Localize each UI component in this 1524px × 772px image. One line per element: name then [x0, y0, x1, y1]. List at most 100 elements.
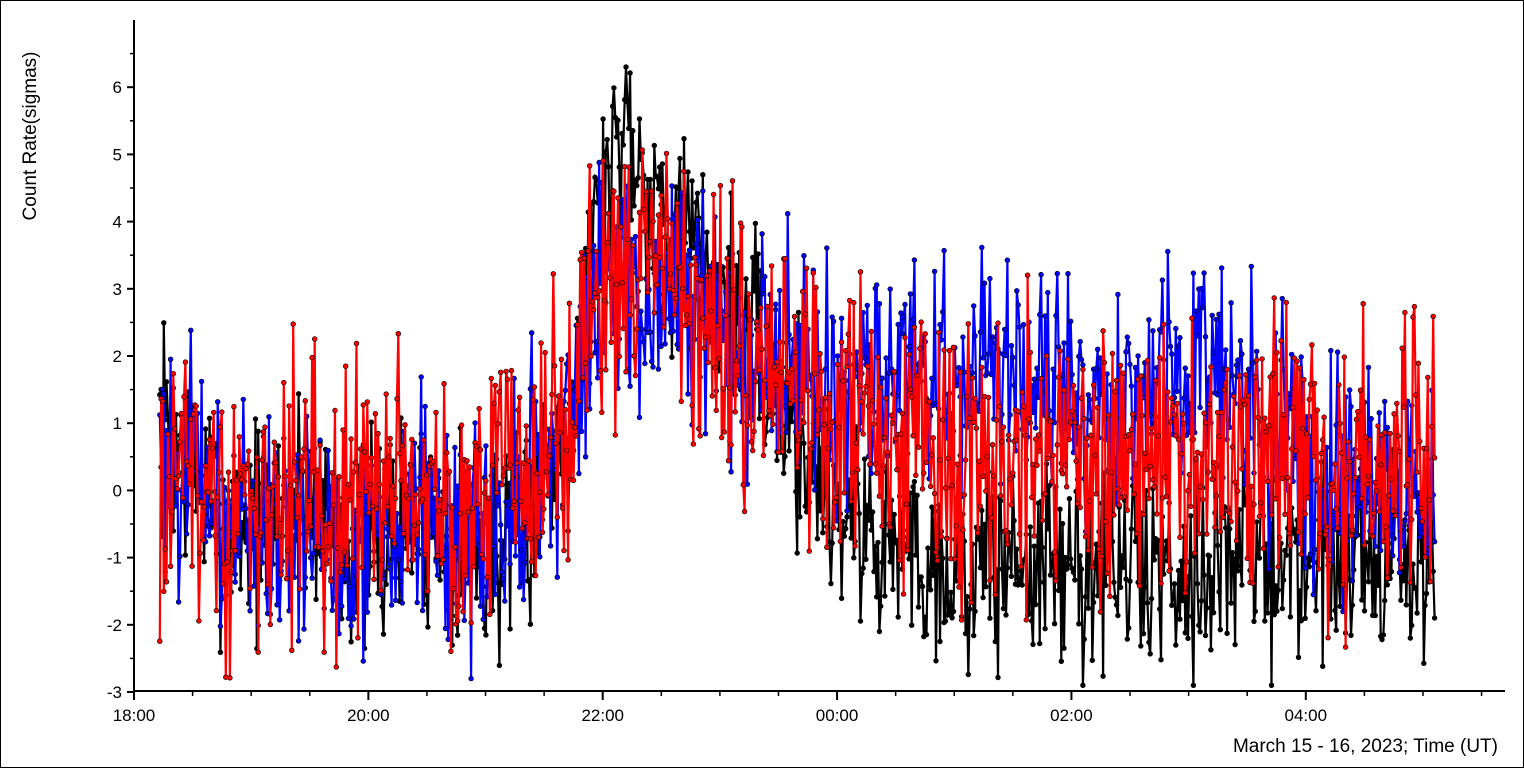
data-point [970, 303, 977, 309]
data-point [481, 490, 488, 496]
data-point [694, 217, 701, 223]
data-point [1295, 529, 1302, 535]
data-point [236, 553, 243, 560]
data-point [418, 374, 424, 380]
data-point [518, 498, 524, 504]
data-point [180, 495, 186, 501]
data-point [1124, 334, 1131, 340]
data-point [939, 417, 946, 423]
data-point [219, 409, 225, 415]
data-point [543, 469, 550, 475]
data-point [202, 463, 209, 469]
data-point [1357, 387, 1364, 393]
data-point [900, 314, 907, 320]
data-point [217, 649, 224, 655]
x-tick-label: 18:00 [113, 706, 156, 725]
data-point [705, 359, 711, 366]
data-point [1380, 538, 1387, 545]
data-point [473, 443, 480, 449]
data-point [900, 591, 907, 597]
data-point [733, 263, 740, 269]
data-point [1410, 314, 1416, 320]
data-point [675, 185, 682, 191]
data-point [1097, 609, 1104, 615]
data-point [516, 394, 523, 400]
data-point [1279, 295, 1286, 302]
data-point [886, 370, 892, 376]
data-point [291, 459, 298, 465]
data-point [1191, 550, 1198, 556]
data-point [939, 555, 946, 561]
data-point [361, 449, 368, 455]
data-point [1361, 542, 1368, 548]
data-point [752, 220, 759, 227]
data-point [1120, 370, 1127, 376]
data-point [1268, 512, 1275, 518]
data-point [727, 385, 733, 391]
data-point [642, 360, 648, 367]
data-point [875, 354, 881, 360]
data-point [1115, 612, 1121, 619]
data-point [616, 353, 622, 360]
data-point [969, 370, 976, 376]
data-point [651, 310, 657, 316]
data-point [977, 564, 984, 571]
data-point [1103, 518, 1109, 525]
data-point [1016, 531, 1023, 537]
data-point [1395, 433, 1401, 439]
data-point [1146, 495, 1152, 502]
data-point [1103, 582, 1109, 589]
data-point [890, 586, 896, 593]
data-point [305, 528, 311, 535]
data-point [225, 469, 232, 475]
data-point [1379, 636, 1385, 643]
data-point [386, 561, 392, 567]
data-point [716, 355, 722, 362]
data-point [1190, 682, 1197, 688]
data-point [1190, 270, 1197, 276]
data-point [1302, 565, 1308, 571]
data-point [1066, 496, 1073, 502]
data-point [784, 380, 791, 386]
data-point [806, 548, 812, 554]
data-point [1321, 414, 1327, 420]
data-point [926, 582, 932, 588]
data-point [1276, 534, 1283, 541]
data-point [1372, 479, 1379, 486]
data-point [1198, 598, 1205, 604]
data-point [624, 99, 631, 105]
data-point [638, 308, 644, 314]
data-point [433, 409, 439, 416]
data-point [1136, 583, 1143, 589]
data-point [938, 534, 945, 540]
data-point [263, 517, 269, 523]
data-point [931, 268, 938, 275]
data-point [903, 501, 909, 507]
data-point [683, 312, 690, 318]
data-point [1038, 375, 1044, 382]
data-point [593, 248, 600, 255]
data-point [939, 309, 946, 315]
data-point [669, 354, 675, 360]
data-point [907, 386, 914, 392]
data-point [856, 510, 862, 517]
data-point [708, 308, 714, 314]
data-point [211, 409, 217, 416]
data-point [975, 536, 981, 542]
data-point [1419, 518, 1426, 525]
data-point [1187, 513, 1194, 519]
data-point [547, 543, 554, 549]
data-point [1154, 511, 1160, 517]
data-point [1082, 533, 1089, 540]
data-point [1376, 410, 1383, 416]
data-point [861, 390, 868, 396]
data-point [623, 369, 629, 375]
data-point [159, 386, 166, 393]
data-point [469, 505, 476, 511]
data-point [689, 402, 695, 409]
data-point [563, 447, 570, 454]
data-point [270, 483, 276, 490]
data-point [604, 239, 610, 246]
data-point [1093, 365, 1100, 372]
data-point [578, 249, 585, 256]
